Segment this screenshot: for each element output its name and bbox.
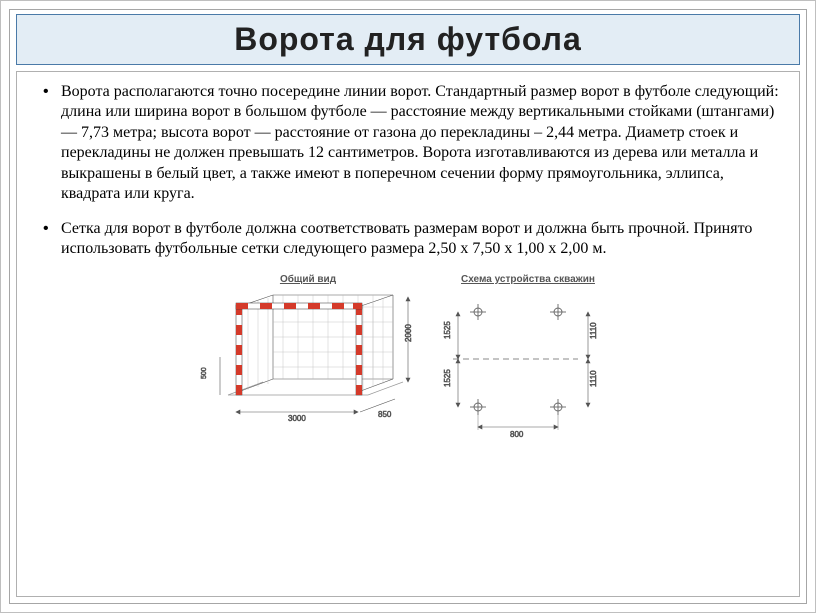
bullet-item: Сетка для ворот в футболе должна соответ… — [47, 219, 785, 260]
dim-r-bot: 1110 — [589, 370, 598, 387]
content-box: Ворота располагаются точно посередине ли… — [16, 71, 800, 597]
diagram-label: Схема устройства скважин — [438, 274, 618, 285]
dim-depth: 850 — [378, 410, 392, 419]
bullet-item: Ворота располагаются точно посередине ли… — [47, 82, 785, 205]
dim-height: 2000 — [404, 323, 413, 341]
slide-frame: Ворота для футбола Ворота располагаются … — [9, 9, 807, 604]
diagram-general-view: Общий вид — [198, 274, 418, 442]
slide-title: Ворота для футбола — [234, 21, 582, 57]
dim-side: 500 — [201, 367, 208, 379]
dim-h-top: 1525 — [443, 320, 452, 338]
dim-w: 800 — [510, 430, 524, 439]
diagrams-row: Общий вид — [31, 274, 785, 442]
dim-r-top: 1110 — [589, 322, 598, 339]
dim-h-bot: 1525 — [443, 368, 452, 386]
diagram-label: Общий вид — [198, 274, 418, 285]
bullet-list: Ворота располагаются точно посередине ли… — [31, 82, 785, 260]
dim-width: 3000 — [288, 414, 306, 423]
diagram-hole-scheme: Схема устройства скважин — [438, 274, 618, 442]
hole-scheme-drawing: 1525 1525 1110 1110 — [438, 287, 618, 442]
title-bar: Ворота для футбола — [16, 14, 800, 65]
goal-drawing: 3000 850 2000 500 — [198, 287, 418, 442]
